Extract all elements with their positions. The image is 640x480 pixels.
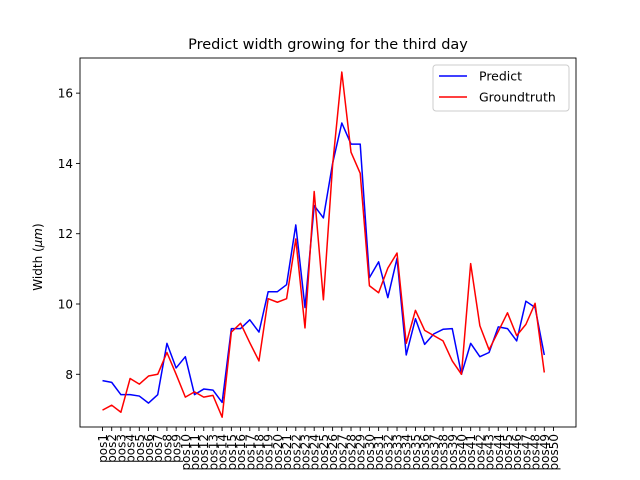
x-tick-label: pos1 <box>96 434 110 463</box>
x-tick-label: pos48 <box>529 434 543 470</box>
x-tick-label: pos26 <box>326 434 340 470</box>
y-tick-label: 10 <box>58 298 73 312</box>
x-tick-label: pos36 <box>418 434 432 470</box>
x-tick-label: pos23 <box>298 434 312 470</box>
x-tick-label: pos35 <box>409 434 423 470</box>
y-axis-label: Width (μm) <box>31 223 45 290</box>
y-tick-label: 12 <box>58 227 73 241</box>
y-tick-label: 14 <box>58 157 73 171</box>
x-tick-label: pos49 <box>538 434 552 470</box>
y-tick-label: 8 <box>65 368 73 382</box>
x-tick-label: pos27 <box>335 434 349 470</box>
y-axis-label-main: Width ( <box>31 247 45 290</box>
x-tick-label: pos43 <box>483 434 497 470</box>
x-tick-label: pos10 <box>179 434 193 470</box>
axes-layer: 810121416pos1pos2pos3pos4pos5pos6pos7pos… <box>58 57 577 470</box>
x-tick-label: pos11 <box>188 434 202 470</box>
x-tick-label: pos44 <box>492 434 506 470</box>
y-axis-label-close: ) <box>31 223 45 228</box>
x-tick-label: pos4 <box>124 434 138 463</box>
x-tick-label: pos25 <box>317 434 331 470</box>
x-tick-label: pos50 <box>547 434 561 470</box>
x-tick-label: pos34 <box>400 434 414 470</box>
x-tick-label: pos28 <box>345 434 359 470</box>
x-tick-label: pos12 <box>197 434 211 470</box>
x-tick-label: pos6 <box>142 434 156 463</box>
x-tick-label: pos47 <box>519 434 533 470</box>
x-tick-label: pos14 <box>216 434 230 470</box>
x-tick-label: pos18 <box>252 434 266 470</box>
series-layer <box>102 71 546 418</box>
x-tick-label: pos16 <box>234 434 248 470</box>
x-tick-label: pos40 <box>455 434 469 470</box>
legend-label-groundtruth: Groundtruth <box>479 90 556 105</box>
x-tick-label: pos46 <box>510 434 524 470</box>
x-tick-label: pos15 <box>225 434 239 470</box>
x-tick-label: pos30 <box>363 434 377 470</box>
x-tick-label: pos8 <box>160 434 174 463</box>
x-tick-label: pos24 <box>308 434 322 470</box>
x-tick-label: pos33 <box>391 434 405 470</box>
x-tick-label: pos38 <box>437 434 451 470</box>
x-tick-label: pos9 <box>170 434 184 463</box>
x-tick-label: pos31 <box>372 434 386 470</box>
x-tick-label: pos32 <box>381 434 395 470</box>
legend: Predict Groundtruth <box>432 64 570 112</box>
x-tick-label: pos19 <box>262 434 276 470</box>
x-tick-label: pos3 <box>114 434 128 463</box>
x-tick-label: pos7 <box>151 434 165 463</box>
x-tick-label: pos42 <box>473 434 487 470</box>
x-tick-label: pos29 <box>354 434 368 470</box>
x-tick-label: pos21 <box>280 434 294 470</box>
x-tick-label: pos22 <box>289 434 303 470</box>
series-line-predict <box>102 122 546 404</box>
y-tick-label: 16 <box>58 87 73 101</box>
x-tick-label: pos2 <box>105 434 119 463</box>
x-tick-label: pos5 <box>133 434 147 463</box>
y-axis-label-unit: μm <box>31 228 45 248</box>
plot-frame <box>79 57 577 428</box>
x-tick-label: pos45 <box>501 434 515 470</box>
x-tick-label: pos37 <box>427 434 441 470</box>
series-line-groundtruth <box>102 71 546 418</box>
x-tick-label: pos41 <box>464 434 478 470</box>
x-tick-label: pos13 <box>206 434 220 470</box>
x-tick-label: pos17 <box>243 434 257 470</box>
x-tick-label: pos20 <box>271 434 285 470</box>
chart-title: Predict width growing for the third day <box>188 37 468 53</box>
x-tick-label: pos39 <box>446 434 460 470</box>
legend-label-predict: Predict <box>479 69 522 84</box>
